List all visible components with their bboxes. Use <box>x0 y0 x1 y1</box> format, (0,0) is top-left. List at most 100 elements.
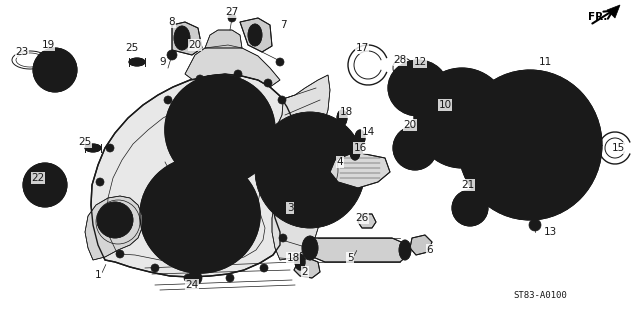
Circle shape <box>278 96 286 104</box>
Text: 12: 12 <box>413 57 427 67</box>
Text: 5: 5 <box>347 253 354 263</box>
Polygon shape <box>205 30 242 48</box>
Circle shape <box>52 79 57 84</box>
Circle shape <box>442 85 450 93</box>
Ellipse shape <box>355 130 365 146</box>
Text: 28: 28 <box>394 55 406 65</box>
Ellipse shape <box>448 103 476 133</box>
Ellipse shape <box>465 203 475 213</box>
Ellipse shape <box>458 70 602 220</box>
Ellipse shape <box>292 204 304 216</box>
Circle shape <box>490 114 498 122</box>
Circle shape <box>499 146 503 150</box>
Circle shape <box>495 122 503 130</box>
Circle shape <box>468 214 471 218</box>
Ellipse shape <box>350 144 360 160</box>
Ellipse shape <box>104 208 132 236</box>
Circle shape <box>50 174 55 180</box>
Circle shape <box>279 234 287 242</box>
Polygon shape <box>240 18 272 52</box>
Ellipse shape <box>388 60 448 116</box>
Text: 11: 11 <box>538 57 552 67</box>
Polygon shape <box>91 74 295 277</box>
Ellipse shape <box>468 126 512 170</box>
Polygon shape <box>85 196 142 260</box>
Ellipse shape <box>456 112 468 124</box>
Ellipse shape <box>401 134 429 162</box>
Circle shape <box>52 56 57 61</box>
Circle shape <box>45 60 50 64</box>
Ellipse shape <box>30 170 60 200</box>
Ellipse shape <box>398 70 438 106</box>
Ellipse shape <box>23 163 67 207</box>
Circle shape <box>557 160 565 168</box>
Ellipse shape <box>295 254 305 270</box>
Ellipse shape <box>37 177 53 193</box>
Circle shape <box>463 201 466 204</box>
Circle shape <box>474 85 482 93</box>
Circle shape <box>413 135 417 140</box>
Circle shape <box>151 264 159 272</box>
Text: ST83-A0100: ST83-A0100 <box>513 291 567 300</box>
Ellipse shape <box>40 55 70 85</box>
Circle shape <box>98 221 106 229</box>
Polygon shape <box>410 235 432 255</box>
Ellipse shape <box>452 190 488 226</box>
Circle shape <box>474 143 482 151</box>
Circle shape <box>196 75 204 83</box>
Text: 22: 22 <box>31 173 45 183</box>
Circle shape <box>41 68 46 73</box>
Ellipse shape <box>408 141 422 155</box>
Circle shape <box>474 201 477 204</box>
Polygon shape <box>358 214 376 228</box>
Ellipse shape <box>286 198 310 222</box>
Text: 10: 10 <box>438 100 452 110</box>
Ellipse shape <box>459 197 481 219</box>
Circle shape <box>34 174 39 180</box>
Ellipse shape <box>485 98 575 192</box>
Circle shape <box>34 191 39 196</box>
Polygon shape <box>172 22 202 55</box>
Circle shape <box>43 171 48 176</box>
Circle shape <box>178 34 186 42</box>
Circle shape <box>426 114 434 122</box>
Circle shape <box>478 146 482 150</box>
Circle shape <box>96 178 104 186</box>
Text: 21: 21 <box>461 180 475 190</box>
Circle shape <box>424 146 427 150</box>
Ellipse shape <box>165 182 235 248</box>
Circle shape <box>192 275 198 281</box>
Ellipse shape <box>483 141 497 155</box>
Ellipse shape <box>47 62 63 78</box>
Circle shape <box>529 219 541 231</box>
Ellipse shape <box>165 75 275 185</box>
Circle shape <box>45 76 50 81</box>
Circle shape <box>264 79 272 87</box>
Circle shape <box>54 182 59 188</box>
Circle shape <box>164 96 172 104</box>
Ellipse shape <box>414 68 510 168</box>
Ellipse shape <box>182 198 218 232</box>
Ellipse shape <box>337 110 347 126</box>
Circle shape <box>116 250 124 258</box>
Circle shape <box>106 144 114 152</box>
Circle shape <box>406 139 410 143</box>
Circle shape <box>31 182 36 188</box>
Text: 17: 17 <box>355 43 369 53</box>
Ellipse shape <box>174 26 190 50</box>
Circle shape <box>474 212 477 215</box>
Text: 20: 20 <box>403 120 417 130</box>
Circle shape <box>188 271 202 285</box>
Circle shape <box>184 274 192 282</box>
Ellipse shape <box>200 110 240 150</box>
Circle shape <box>167 50 177 60</box>
Polygon shape <box>607 5 620 18</box>
Ellipse shape <box>129 58 145 66</box>
Circle shape <box>496 153 499 157</box>
Text: 18: 18 <box>287 253 299 263</box>
Ellipse shape <box>437 92 487 144</box>
Circle shape <box>461 206 464 210</box>
Circle shape <box>496 139 499 143</box>
Circle shape <box>406 153 410 157</box>
Text: 25: 25 <box>78 137 92 147</box>
